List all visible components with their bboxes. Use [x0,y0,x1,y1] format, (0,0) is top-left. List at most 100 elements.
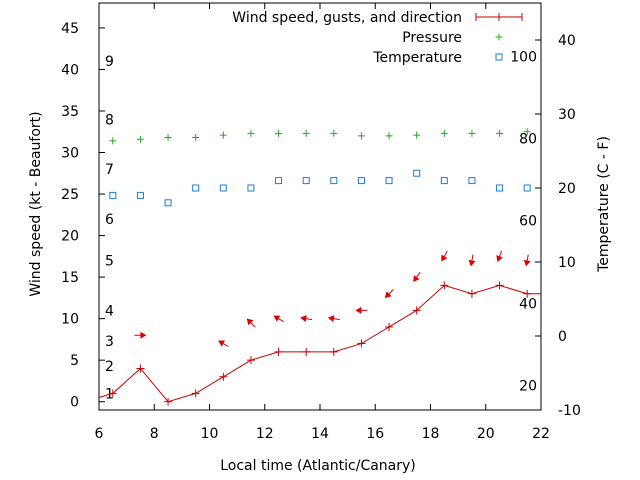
series-layer [98,128,541,406]
wind-direction-arrow [468,254,476,267]
y-left-tick-label: 35 [61,104,79,120]
temperature-point [330,177,338,185]
temperature-point [164,199,172,207]
wind-direction-arrow [496,250,503,262]
arrow-head [523,259,531,267]
wind-speed-point [219,372,228,381]
y-right-tick-label: 30 [558,107,576,123]
arrow-head [246,318,254,326]
legend-temperature-marker [495,53,503,61]
pressure-point [219,131,227,139]
temperature-point [468,177,476,185]
legend-label-pressure: Pressure [402,30,462,46]
pressure-point [247,129,255,137]
beaufort-label: 5 [105,253,114,269]
arrow-head [413,275,420,283]
wind-speed-point [495,281,504,290]
pressure-point [192,134,200,142]
wind-direction-arrow [523,254,531,267]
wind-direction-arrow [413,271,421,283]
x-tick-label: 20 [477,426,495,442]
y-right-tick-label: -10 [558,403,581,419]
wind-direction-arrow [355,306,368,314]
wind-speed-point [357,339,366,348]
arrow-head [384,291,392,298]
wind-speed-point [302,347,311,356]
arrow-head [441,254,448,262]
temperature-point [109,191,117,199]
x-tick-label: 8 [150,426,159,442]
wind-speed-point [329,347,338,356]
wind-direction-arrow [218,340,229,347]
y-left-tick-label: 15 [61,270,79,286]
beaufort-label: 9 [105,54,114,70]
wind-speed-point [412,306,421,315]
temperature-point [523,184,531,192]
temperature-point [357,177,365,185]
y-right-tick-label: 40 [558,33,576,49]
fahrenheit-label: 40 [519,296,537,312]
arrow-head [327,315,335,323]
wind-speed-point [164,397,173,406]
pressure-point [164,134,172,142]
legend-samples [475,13,523,61]
legend-wind-marker [475,13,523,21]
temperature-point [440,177,448,185]
wind-direction-arrow [384,289,394,298]
x-tick-label: 14 [311,426,329,442]
x-tick-label: 12 [256,426,274,442]
pressure-point [275,129,283,137]
pressure-point [302,129,310,137]
wind-speed-point [440,281,449,290]
y-left-tick-label: 0 [70,395,79,411]
wind-speed-point [136,364,145,373]
wind-speed-point [467,289,476,298]
arrow-head [355,306,362,314]
wind-direction-arrow [327,315,340,323]
y-left-tick-label: 5 [70,353,79,369]
wind-speed-point [385,322,394,331]
y-left-tick-label: 25 [61,187,79,203]
x-tick-label: 22 [532,426,550,442]
y-right-tick-label: 10 [558,255,576,271]
pressure-point [109,137,117,145]
beaufort-label: 6 [105,212,114,228]
fahrenheit-label: 60 [519,214,537,230]
temperature-point [385,177,393,185]
wind-speed-point [523,289,532,298]
temperature-point [136,191,144,199]
x-axis-label: Local time (Atlantic/Canary) [220,458,416,474]
arrow-head [140,331,147,339]
legend: Wind speed, gusts, and direction Pressur… [232,10,523,66]
y-right-tick-label: 0 [558,329,567,345]
y-left-tick-label: 10 [61,312,79,328]
pressure-point [330,129,338,137]
legend-label-wind: Wind speed, gusts, and direction [232,10,462,26]
temperature-point [219,184,227,192]
beaufort-label: 7 [105,162,114,178]
legend-pressure-marker [495,33,503,41]
wind-speed-point [274,347,283,356]
x-tick-label: 16 [366,426,384,442]
beaufort-label: 4 [105,303,114,319]
arrow-head [496,255,503,262]
beaufort-label: 2 [105,359,114,375]
arrow-head [218,340,226,347]
y-axis-left-label: Wind speed (kt - Beaufort) [28,111,44,296]
beaufort-label: 8 [105,112,114,128]
pressure-point [496,129,504,137]
temperature-point [247,184,255,192]
fahrenheit-label: 80 [519,131,537,147]
x-tick-label: 18 [422,426,440,442]
fahrenheit-label: 20 [519,379,537,395]
plot-frame [98,2,542,411]
pressure-point [523,128,531,136]
x-tick-label: 6 [95,426,104,442]
wind-direction-arrow [246,318,256,328]
y-left-tick-label: 45 [61,21,79,37]
wind-speed-line [98,284,541,403]
wind-direction-arrow [273,315,285,323]
y-right-tick-label: 20 [558,181,576,197]
